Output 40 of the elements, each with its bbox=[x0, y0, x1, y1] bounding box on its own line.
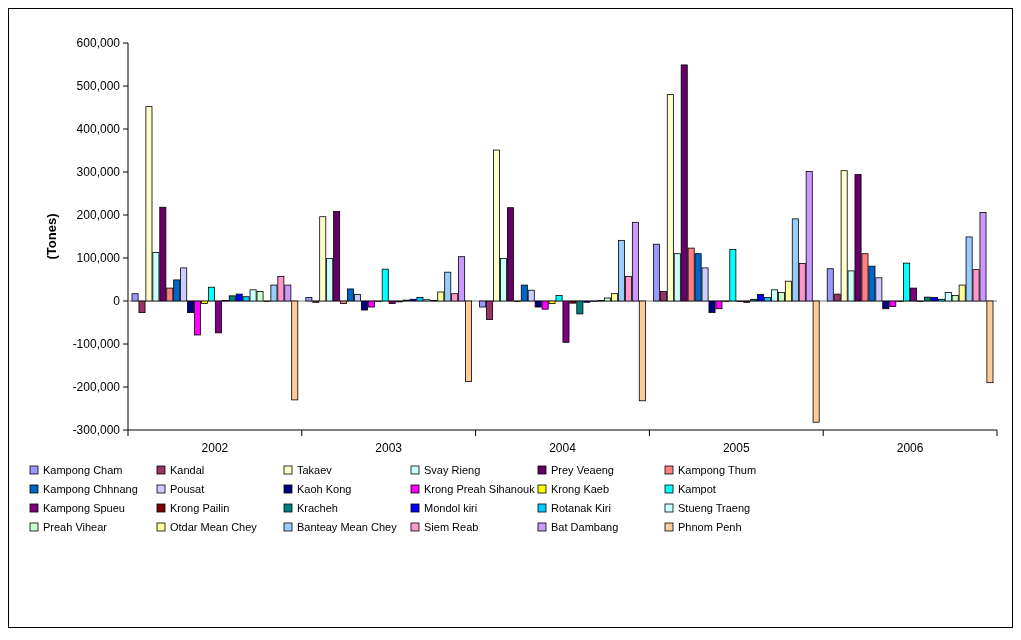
x-tick-label: 2002 bbox=[201, 441, 229, 455]
y-tick-label: 600,000 bbox=[76, 36, 121, 51]
legend-label: Kandal bbox=[170, 463, 205, 476]
legend-label: Kampong Chhnang bbox=[43, 482, 138, 495]
y-axis-title: (Tones) bbox=[44, 213, 59, 260]
y-tick-label: 0 bbox=[113, 294, 121, 309]
x-tick-label: 2003 bbox=[375, 441, 403, 455]
y-tick-label: -300,000 bbox=[72, 423, 121, 438]
y-tick-label: 400,000 bbox=[76, 122, 121, 137]
y-tick-label: 500,000 bbox=[76, 79, 121, 94]
y-tick-label: -200,000 bbox=[72, 380, 121, 395]
legend-label: Kracheh bbox=[297, 501, 338, 514]
legend-label: Krong Kaeb bbox=[551, 482, 610, 495]
legend-label: Mondol kiri bbox=[424, 501, 478, 514]
legend-label: Preah Vihear bbox=[43, 520, 108, 533]
legend-label: Pousat bbox=[170, 482, 205, 495]
legend-label: Kampot bbox=[678, 482, 716, 495]
legend-label: Krong Pailin bbox=[170, 501, 230, 514]
x-tick-label: 2004 bbox=[549, 441, 577, 455]
legend-label: Otdar Mean Chey bbox=[170, 520, 258, 533]
legend-label: Prey Veaeng bbox=[551, 463, 614, 476]
y-tick-label: -100,000 bbox=[72, 337, 121, 352]
y-tick-label: 200,000 bbox=[76, 208, 121, 223]
legend-label: Kaoh Kong bbox=[297, 482, 352, 495]
x-tick-label: 2006 bbox=[896, 441, 924, 455]
legend-label: Kampong Thum bbox=[678, 463, 757, 476]
legend-label: Kampong Spueu bbox=[43, 501, 125, 514]
legend-label: Siem Reab bbox=[424, 520, 479, 533]
legend-label: Krong Preah Sihanouk bbox=[424, 482, 536, 495]
legend-label: Rotanak Kiri bbox=[551, 501, 611, 514]
legend-label: Svay Rieng bbox=[424, 463, 481, 476]
y-tick-label: 300,000 bbox=[76, 165, 121, 180]
legend-label: Banteay Mean Chey bbox=[297, 520, 398, 533]
x-tick-label: 2005 bbox=[722, 441, 750, 455]
legend-label: Stueng Traeng bbox=[678, 501, 751, 514]
y-tick-label: 100,000 bbox=[76, 251, 121, 266]
legend-label: Bat Dambang bbox=[551, 520, 619, 533]
legend-label: Kampong Cham bbox=[43, 463, 123, 476]
legend-label: Phnom Penh bbox=[678, 520, 742, 533]
legend-label: Takaev bbox=[297, 463, 333, 476]
